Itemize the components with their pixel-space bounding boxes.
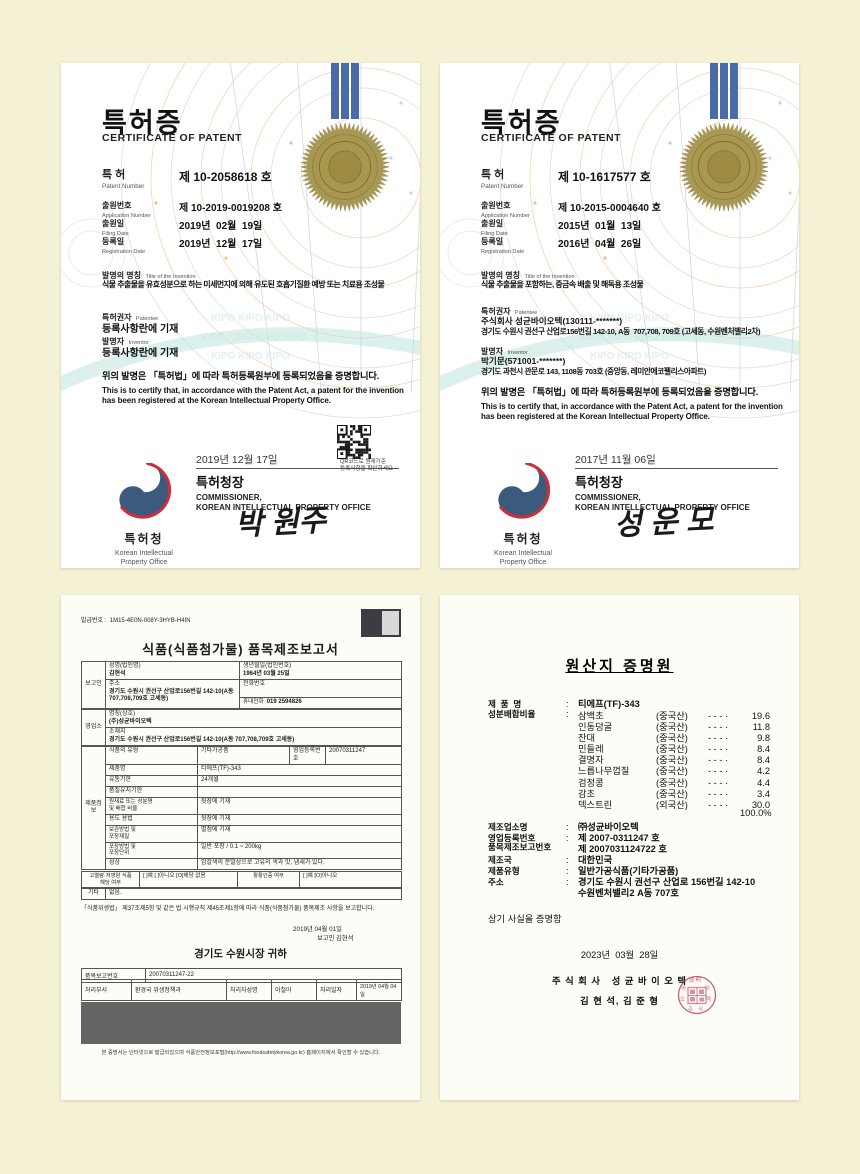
svg-text:성 운 모: 성 운 모: [613, 504, 716, 542]
svg-text:박 원주: 박 원주: [234, 504, 330, 542]
svg-text:식: 식: [698, 1005, 703, 1013]
svg-text:成: 成: [689, 976, 695, 984]
svg-text:오: 오: [680, 996, 685, 1003]
svg-text:택: 택: [706, 995, 711, 1003]
svg-text:바: 바: [681, 984, 686, 992]
svg-text:주: 주: [688, 1005, 693, 1013]
